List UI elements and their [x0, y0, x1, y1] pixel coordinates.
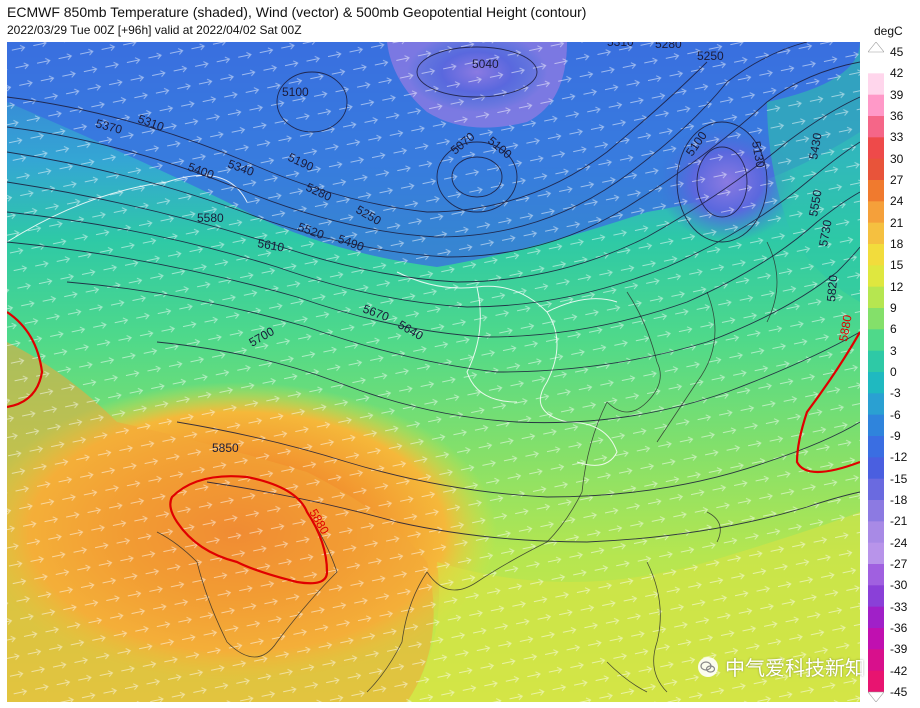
watermark-text: 中气爱科技新知 — [725, 658, 865, 680]
colorbar-swatch — [868, 265, 884, 288]
colorbar-swatch — [868, 457, 884, 480]
height-contour-label: 5610 — [256, 236, 285, 254]
colorbar-swatch — [868, 478, 884, 501]
colorbar-swatch — [868, 542, 884, 565]
colorbar-tick-label: -9 — [890, 429, 901, 443]
colorbar-tick-label: -27 — [890, 557, 908, 571]
colorbar-swatch — [868, 201, 884, 224]
height-contour-label: 5100 — [282, 85, 309, 99]
height-contour-label: 5550 — [806, 188, 824, 217]
colorbar-swatch — [868, 436, 884, 458]
height-contour-5880 — [7, 311, 860, 585]
colorbar-swatch — [868, 393, 884, 416]
colorbar-tick-label: 45 — [890, 45, 904, 59]
colorbar-tick-label: 27 — [890, 173, 904, 187]
colorbar-tick-label: -12 — [890, 450, 908, 465]
colorbar-swatch — [868, 585, 884, 608]
colorbar-tick-label: 9 — [890, 301, 897, 315]
colorbar-swatch — [868, 628, 884, 650]
height-contours — [7, 42, 860, 543]
colorbar-swatch — [868, 564, 884, 586]
colorbar-tick-label: 30 — [890, 151, 904, 166]
colorbar — [868, 42, 884, 702]
colorbar-swatch — [868, 286, 884, 309]
colorbar-swatches — [868, 52, 884, 693]
height-contour-label: 5430 — [806, 131, 824, 160]
weather-map: 5040 5100 5070 5100 5310 5280 5250 5100 5130 5370… — [7, 42, 860, 702]
colorbar-swatch — [868, 222, 884, 245]
colorbar-tick-label: -36 — [890, 621, 908, 635]
height-contour-label: 5370 — [94, 116, 124, 137]
colorbar-tick-label: 36 — [890, 109, 904, 123]
colorbar-swatch — [868, 521, 884, 544]
colorbar-tick-label: -18 — [890, 493, 908, 507]
colorbar-tick-label: -15 — [890, 471, 908, 486]
colorbar-swatch — [868, 94, 884, 117]
colorbar-unit: degC — [874, 24, 903, 38]
colorbar-tick-label: -6 — [890, 407, 901, 422]
colorbar-swatch — [868, 500, 884, 522]
colorbar-swatch — [868, 52, 884, 74]
colorbar-tick-label: -21 — [890, 514, 908, 529]
colorbar-swatch — [868, 308, 884, 330]
watermark: 中气爱科技新知 — [697, 652, 865, 681]
colorbar-swatch — [868, 244, 884, 266]
map-subtitle: 2022/03/29 Tue 00Z [+96h] valid at 2022/… — [7, 23, 302, 37]
colorbar-swatch — [868, 649, 884, 672]
colorbar-tick-label: 39 — [890, 87, 904, 102]
coastlines — [156, 241, 778, 693]
colorbar-swatch — [868, 372, 884, 394]
colorbar-bottom-arrow — [868, 691, 884, 702]
colorbar-swatch — [868, 414, 884, 437]
map-title: ECMWF 850mb Temperature (shaded), Wind (… — [7, 4, 587, 20]
colorbar-top-arrow — [868, 42, 884, 53]
height-contour-label: 5250 — [697, 49, 724, 63]
colorbar-swatch — [868, 73, 884, 96]
colorbar-swatch — [868, 606, 884, 629]
colorbar-swatch — [868, 116, 884, 138]
colorbar-tick-label: -3 — [890, 386, 901, 401]
wind-vectors — [7, 42, 860, 702]
colorbar-tick-label: -39 — [890, 642, 908, 657]
colorbar-swatch — [868, 180, 884, 202]
colorbar-tick-label: -30 — [890, 578, 908, 593]
colorbar-tick-label: 21 — [890, 215, 904, 230]
height-contour-label: 5310 — [607, 42, 634, 49]
colorbar-swatch — [868, 329, 884, 352]
colorbar-tick-label: 0 — [890, 365, 897, 379]
height-contour-label: 5040 — [472, 57, 499, 71]
height-contour-label: 5820 — [824, 274, 840, 302]
colorbar-swatch — [868, 137, 884, 160]
colorbar-tick-label: -42 — [890, 663, 908, 678]
height-contour-label: 5580 — [197, 211, 224, 225]
colorbar-tick-label: 33 — [890, 130, 904, 145]
colorbar-swatch — [868, 158, 884, 181]
height-contour-label: 5280 — [655, 42, 682, 51]
wechat-icon — [698, 656, 718, 677]
colorbar-tick-label: -24 — [890, 535, 908, 550]
height-contour-label: 5730 — [816, 218, 834, 247]
colorbar-tick-label: 3 — [890, 343, 897, 358]
colorbar-tick-label: 24 — [890, 194, 904, 209]
colorbar-tick-label: 15 — [890, 258, 904, 273]
colorbar-tick-label: 18 — [890, 237, 904, 251]
colorbar-tick-label: 12 — [890, 279, 904, 294]
colorbar-tick-label: 6 — [890, 322, 897, 337]
colorbar-tick-label: -45 — [890, 685, 908, 699]
colorbar-swatch — [868, 350, 884, 373]
height-contour-label: 5130 — [749, 140, 767, 169]
colorbar-tick-label: -33 — [890, 599, 908, 614]
height-contour-label: 5850 — [212, 441, 239, 455]
colorbar-tick-label: 42 — [890, 66, 904, 81]
height-contour-label: 5880 — [836, 313, 854, 342]
colorbar-swatch — [868, 670, 884, 693]
